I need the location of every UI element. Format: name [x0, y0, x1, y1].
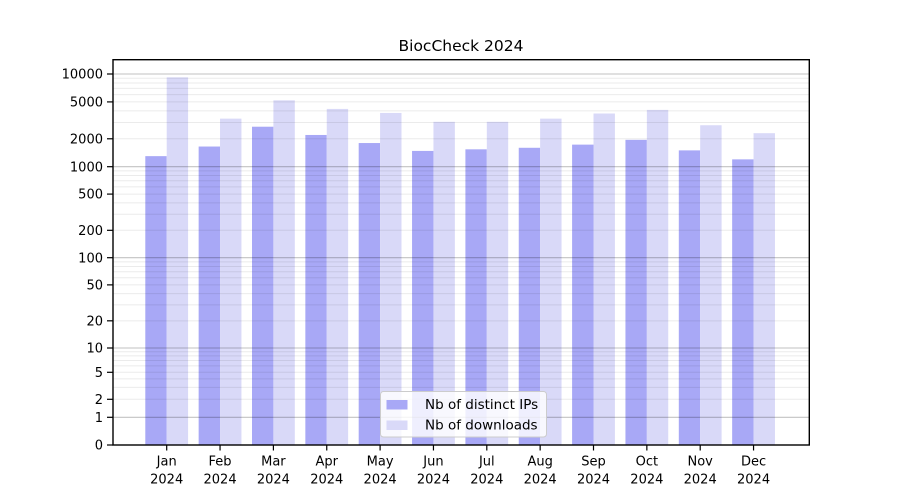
x-tick-label-jun-year: 2024	[417, 473, 450, 488]
y-tick-label-1: 1	[95, 411, 103, 426]
x-tick-label-dec-year: 2024	[737, 473, 770, 488]
y-tick-label-50: 50	[86, 278, 103, 293]
gridlines-layer	[113, 73, 810, 418]
y-tick-label-5000: 5000	[70, 96, 103, 111]
x-tick-label-jan: Jan	[156, 455, 177, 470]
legend: Nb of distinct IPs Nb of downloads	[380, 391, 547, 438]
bar-distinct-ips-may	[358, 143, 381, 446]
x-tick-label-apr-year: 2024	[310, 473, 343, 488]
bar-distinct-ips-dec	[732, 159, 754, 446]
x-tick-label-oct-year: 2024	[630, 473, 663, 488]
x-tick-label-nov: Nov	[688, 455, 714, 470]
bar-distinct-ips-feb	[198, 146, 221, 446]
x-tick-label-may: May	[367, 455, 394, 470]
x-tick-label-mar: Mar	[261, 455, 286, 470]
bar-downloads-aug	[540, 118, 562, 445]
x-tick-label-feb: Feb	[209, 455, 232, 470]
x-tick-label-nov-year: 2024	[684, 473, 717, 488]
x-tick-label-may-year: 2024	[364, 473, 397, 488]
bar-distinct-ips-oct	[625, 139, 647, 445]
y-tick-label-100: 100	[78, 251, 103, 266]
x-tick-label-jul: Jul	[478, 455, 495, 470]
bar-distinct-ips-jun	[412, 150, 434, 446]
legend-swatch-distinct-ips	[386, 400, 408, 410]
bar-distinct-ips-jan	[145, 156, 167, 445]
y-tick-label-0: 0	[95, 439, 103, 454]
bar-downloads-jan	[166, 77, 189, 446]
bars-layer	[145, 77, 775, 446]
x-tick-label-jan-year: 2024	[150, 473, 183, 488]
x-tick-label-sep-year: 2024	[577, 473, 610, 488]
x-tick-label-jul-year: 2024	[470, 473, 503, 488]
x-tick-label-apr: Apr	[316, 455, 339, 470]
y-tick-label-2000: 2000	[70, 132, 103, 147]
bar-downloads-oct	[646, 109, 669, 445]
y-tick-label-10: 10	[86, 342, 103, 357]
y-tick-label-2: 2	[95, 393, 103, 408]
y-tick-label-10000: 10000	[62, 68, 103, 83]
bar-downloads-nov	[700, 125, 722, 445]
bar-downloads-mar	[273, 100, 295, 445]
x-tick-label-feb-year: 2024	[204, 473, 237, 488]
bar-downloads-jun	[433, 121, 455, 445]
bar-distinct-ips-mar	[252, 126, 274, 446]
x-tick-label-sep: Sep	[581, 455, 606, 470]
y-tick-label-20: 20	[86, 314, 103, 329]
legend-swatch-downloads	[386, 420, 408, 430]
y-tick-label-500: 500	[78, 188, 103, 203]
bar-downloads-may	[380, 112, 402, 445]
x-tick-label-aug-year: 2024	[524, 473, 557, 488]
y-tick-label-1000: 1000	[70, 160, 103, 175]
bar-downloads-apr	[326, 108, 349, 446]
bar-downloads-jul	[486, 121, 509, 445]
plot-frame	[112, 59, 810, 446]
x-tick-label-mar-year: 2024	[257, 473, 290, 488]
bar-distinct-ips-jul	[465, 149, 487, 445]
y-tick-label-5: 5	[95, 366, 103, 381]
bar-distinct-ips-sep	[572, 144, 594, 445]
legend-label-distinct-ips: Nb of distinct IPs	[425, 397, 538, 413]
bar-distinct-ips-aug	[518, 147, 541, 445]
bar-downloads-sep	[593, 113, 615, 446]
x-tick-label-aug: Aug	[527, 455, 552, 470]
bar-downloads-feb	[220, 118, 242, 445]
chart-title: BiocCheck 2024	[399, 37, 524, 55]
bar-distinct-ips-apr	[305, 134, 327, 445]
legend-label-downloads: Nb of downloads	[425, 417, 538, 433]
x-tick-label-oct: Oct	[636, 455, 658, 470]
legend-box	[380, 391, 547, 438]
axes-layer	[107, 59, 810, 451]
bar-downloads-dec	[753, 133, 775, 446]
y-tick-label-200: 200	[78, 224, 103, 239]
x-tick-label-jun: Jun	[422, 455, 443, 470]
axis-labels-layer: 0 1 2 5 10 20 50 100 200 500 1000 2000 5000 10000 Jan 2…	[62, 68, 770, 488]
bar-distinct-ips-nov	[678, 150, 701, 445]
x-tick-label-dec: Dec	[741, 455, 766, 470]
